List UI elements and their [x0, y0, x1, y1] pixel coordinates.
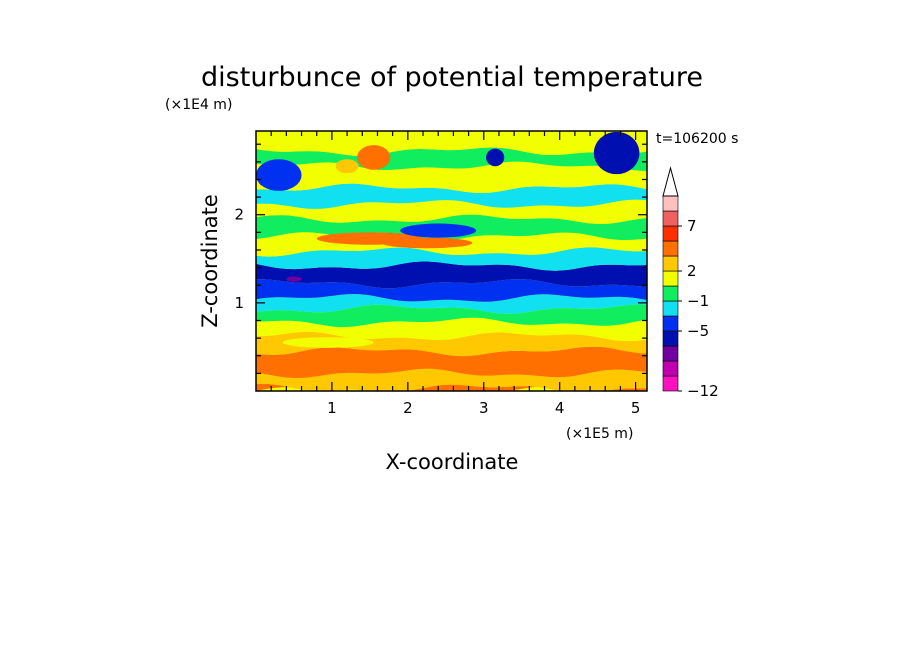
x-scale-label: (×1E5 m)	[566, 426, 633, 442]
y-scale-label: (×1E4 m)	[165, 97, 232, 113]
contour-feature	[381, 237, 473, 249]
contour-band	[256, 247, 647, 271]
colorbar-extend-arrow	[662, 166, 679, 197]
colorbar-cell	[662, 300, 679, 317]
x-tick-label: 1	[327, 399, 337, 417]
contour-feature	[593, 131, 640, 175]
contour-band	[256, 368, 647, 391]
contour-feature	[356, 145, 391, 170]
chart-title: disturbunce of potential temperature	[201, 62, 703, 93]
x-axis: 1 2 3 4 5	[270, 131, 641, 417]
x-tick-label: 3	[479, 399, 489, 417]
colorbar-tick-label: −12	[687, 382, 719, 400]
contour-feature	[256, 159, 302, 191]
contour-band	[256, 331, 647, 357]
colorbar-cell	[662, 375, 679, 392]
contour-feature	[486, 148, 505, 167]
plot-frame	[255, 130, 648, 392]
contour-feature	[286, 276, 302, 282]
colorbar-cell	[662, 330, 679, 347]
contour-band	[256, 346, 647, 379]
x-tick-label: 5	[631, 399, 641, 417]
contour-band	[256, 261, 647, 289]
colorbar-cell	[662, 195, 679, 212]
y-axis-label: Z-coordinate	[198, 194, 222, 328]
colorbar-cell	[662, 255, 679, 272]
colorbar-tick-label: −1	[687, 292, 709, 310]
y-axis: 12	[234, 143, 647, 374]
colorbar-cell	[662, 270, 679, 287]
y-tick-label: 2	[234, 206, 244, 224]
contour-band	[256, 304, 647, 328]
contour-field	[256, 131, 647, 391]
contour-feature	[282, 337, 374, 348]
x-axis-label: X-coordinate	[386, 450, 519, 474]
colorbar-tick-label: 7	[687, 217, 697, 235]
colorbar-cell	[662, 345, 679, 362]
y-tick-label: 1	[234, 294, 244, 312]
colorbar-cell	[662, 285, 679, 302]
x-tick-label: 2	[403, 399, 413, 417]
contour-band	[256, 131, 647, 156]
x-tick-label: 4	[555, 399, 565, 417]
colorbar-cell	[662, 360, 679, 377]
contour-band	[256, 317, 647, 342]
colorbar-tick-label: −5	[687, 322, 709, 340]
colorbar-cell	[662, 315, 679, 332]
contour-band	[256, 183, 647, 209]
contour-feature	[335, 159, 359, 174]
contour-band	[256, 199, 647, 224]
colorbar-cell	[662, 225, 679, 242]
contour-band	[256, 279, 647, 302]
colorbar: 7 2 −1 −5 −12	[662, 166, 719, 400]
colorbar-cell	[662, 210, 679, 227]
contour-feature	[400, 223, 477, 238]
colorbar-cell	[662, 240, 679, 257]
contour-band	[256, 294, 647, 314]
time-label: t=106200 s	[656, 131, 738, 147]
colorbar-tick-label: 2	[687, 262, 697, 280]
